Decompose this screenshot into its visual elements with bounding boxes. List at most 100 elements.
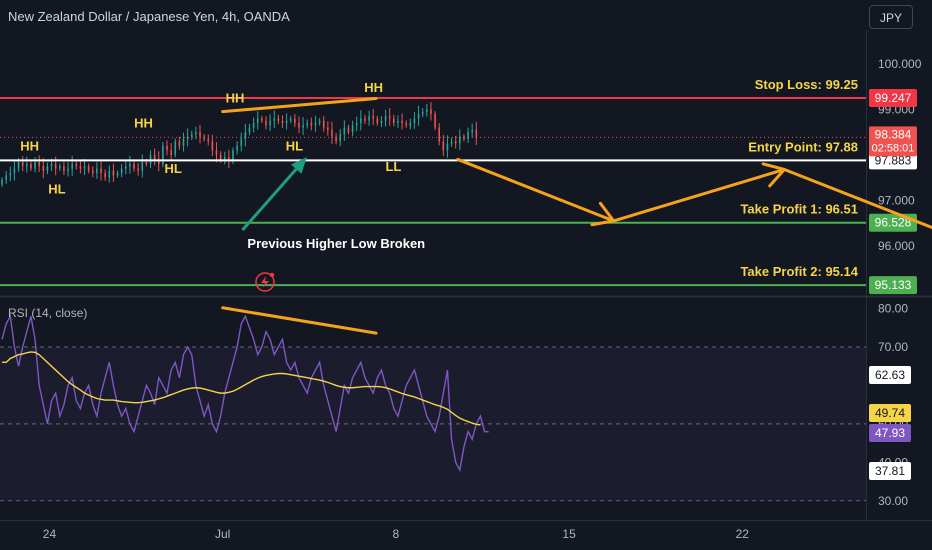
take-profit-2-price-tag bbox=[869, 276, 917, 295]
candle-body bbox=[397, 120, 399, 124]
candle-body bbox=[446, 143, 449, 151]
candle-body bbox=[376, 118, 379, 124]
candle-body bbox=[9, 173, 12, 176]
candle-body bbox=[46, 166, 49, 171]
currency-selector[interactable]: JPY bbox=[869, 5, 913, 29]
candle-body bbox=[289, 118, 292, 121]
candle-body bbox=[75, 164, 78, 167]
candle-body bbox=[104, 173, 106, 178]
rsi-value-tag bbox=[869, 462, 911, 480]
candle-body bbox=[417, 113, 420, 119]
candle-body bbox=[186, 136, 189, 139]
lightning-icon[interactable] bbox=[255, 272, 275, 292]
candle-body bbox=[112, 170, 115, 176]
candle-body bbox=[141, 161, 144, 171]
take-profit-1-label: Take Profit 1: 96.51 bbox=[740, 202, 858, 217]
candle-body bbox=[166, 145, 168, 151]
candle-body bbox=[71, 164, 73, 169]
candle-body bbox=[83, 166, 86, 169]
candle-body bbox=[343, 127, 346, 135]
stop-loss-price-tag bbox=[869, 89, 917, 107]
rsi-value-tag bbox=[869, 424, 911, 442]
candle-body bbox=[211, 141, 214, 151]
candle-body bbox=[318, 120, 321, 124]
candle-body bbox=[199, 132, 201, 137]
broken-low-arrow-head[interactable] bbox=[290, 157, 307, 174]
candle-body bbox=[129, 164, 131, 167]
rsi-line[interactable] bbox=[1, 313, 489, 473]
candle-body bbox=[232, 150, 234, 162]
candle-body bbox=[434, 113, 436, 128]
broken-low-caption: Previous Higher Low Broken bbox=[247, 236, 425, 251]
candle-body bbox=[273, 118, 276, 121]
higher-high-trendline[interactable] bbox=[221, 96, 378, 114]
candle-body bbox=[306, 123, 309, 126]
candle-body bbox=[384, 116, 387, 121]
last-price-label: 98.384 bbox=[875, 127, 912, 141]
candle-body bbox=[244, 132, 247, 139]
rsi-value-label: 47.93 bbox=[875, 426, 905, 440]
price-tick-label: 96.000 bbox=[878, 239, 915, 253]
candle-body bbox=[87, 166, 90, 171]
price-tick-label: 100.000 bbox=[878, 57, 922, 71]
take-profit-2-price-label: 95.133 bbox=[875, 278, 912, 292]
candle-body bbox=[190, 134, 193, 137]
candle-body bbox=[331, 129, 333, 137]
candle-body bbox=[475, 129, 478, 138]
candle-body bbox=[310, 123, 313, 126]
lightning-icon-glyph bbox=[261, 276, 269, 288]
candle-body bbox=[438, 127, 440, 142]
candle-body bbox=[302, 125, 304, 128]
projection-segment[interactable] bbox=[456, 157, 616, 223]
rsi-value-label: 62.63 bbox=[875, 368, 905, 382]
candle-body bbox=[42, 166, 45, 171]
time-tick-label: 24 bbox=[43, 527, 57, 541]
time-tick-label: 22 bbox=[736, 527, 750, 541]
candle-body bbox=[252, 123, 255, 128]
candle-body bbox=[5, 175, 7, 180]
candle-body bbox=[17, 161, 20, 169]
candle-body bbox=[442, 141, 445, 151]
take-profit-1-price-label: 96.528 bbox=[875, 216, 912, 230]
candle-body bbox=[13, 168, 16, 174]
candle-body bbox=[298, 123, 300, 128]
rsi-indicator-title[interactable]: RSI (14, close) bbox=[8, 306, 88, 320]
candle-body bbox=[388, 116, 391, 119]
time-tick-label: 15 bbox=[562, 527, 576, 541]
candle-body bbox=[215, 150, 218, 155]
candle-body bbox=[91, 170, 94, 174]
swing-label: HH bbox=[226, 91, 245, 106]
rsi-ma-line[interactable] bbox=[2, 351, 481, 426]
candle-body bbox=[170, 150, 172, 155]
candle-body bbox=[256, 118, 259, 124]
entry-point-label: Entry Point: 97.88 bbox=[748, 139, 858, 154]
broken-low-arrow-shaft[interactable] bbox=[241, 168, 298, 231]
candle-body bbox=[240, 138, 243, 146]
rsi-divergence-line[interactable] bbox=[221, 306, 378, 335]
rsi-value-label: 49.74 bbox=[875, 406, 905, 420]
candle-body bbox=[34, 161, 36, 169]
candle-body bbox=[409, 123, 412, 126]
candle-body bbox=[162, 145, 164, 164]
candle-body bbox=[79, 166, 82, 169]
rsi-tick-label: 70.00 bbox=[878, 340, 908, 354]
candle-body bbox=[401, 120, 403, 124]
projection-segment[interactable] bbox=[782, 167, 932, 283]
price-tick-label: 97.000 bbox=[878, 193, 915, 207]
entry-point-price-label: 97.883 bbox=[875, 153, 912, 167]
candle-body bbox=[38, 161, 40, 167]
candle-body bbox=[116, 173, 119, 176]
candle-body bbox=[50, 164, 53, 167]
candle-body bbox=[178, 141, 181, 146]
candle-body bbox=[54, 164, 57, 169]
candle-body bbox=[393, 118, 395, 124]
candle-body bbox=[314, 123, 317, 126]
candle-body bbox=[454, 141, 457, 144]
candle-body bbox=[405, 123, 407, 126]
lightning-icon-dot bbox=[269, 272, 275, 278]
candle-body bbox=[1, 179, 3, 185]
projection-segment[interactable] bbox=[612, 167, 786, 223]
swing-label: HH bbox=[364, 80, 383, 95]
